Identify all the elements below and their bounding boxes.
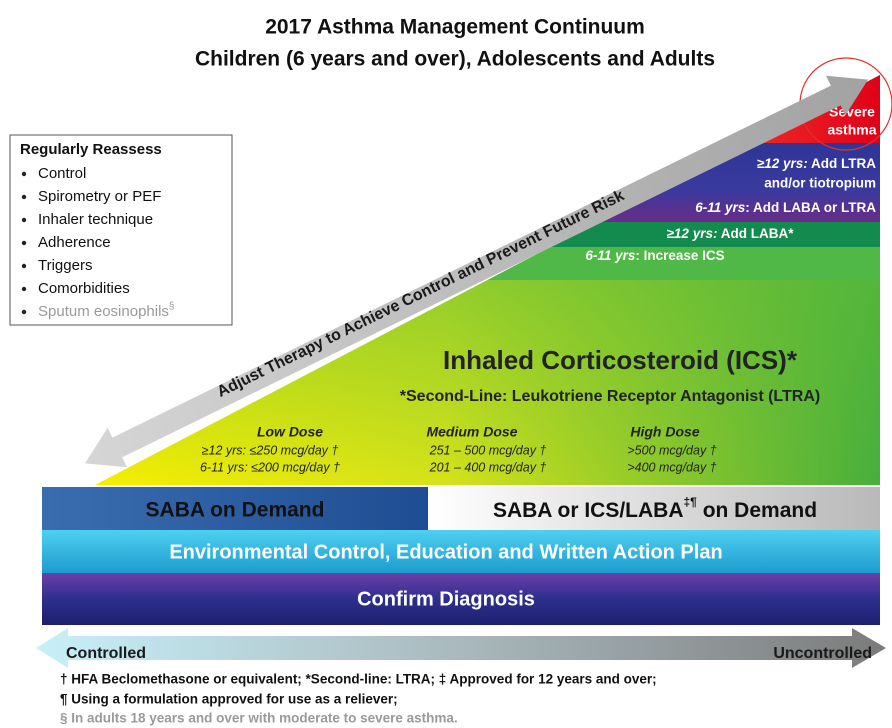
reassess-item: Adherence bbox=[38, 234, 111, 251]
dose-table: Low Dose ≥12 yrs: ≤250 mcg/day † 6-11 yrs:… bbox=[200, 424, 717, 475]
bullet bbox=[21, 309, 27, 315]
reassess-item: Sputum eosinophils§ bbox=[38, 301, 174, 320]
label-text: SABA or ICS/LABA bbox=[493, 499, 684, 522]
bullet bbox=[21, 286, 27, 292]
step-text: ≥12 yrs: Add LABA* bbox=[667, 226, 795, 241]
step-text: 6-11 yrs: Increase ICS bbox=[585, 248, 724, 263]
control-right: Uncontrolled bbox=[773, 645, 872, 662]
footnote: ¶ Using a formulation approved for use a… bbox=[60, 692, 398, 707]
dose-line: >400 mcg/day † bbox=[627, 460, 716, 474]
title-line: Children (6 years and over), Adolescents… bbox=[195, 48, 715, 71]
control-arrow bbox=[36, 628, 886, 668]
reassess-item: Control bbox=[38, 165, 86, 182]
footnote-mark: § bbox=[169, 301, 175, 312]
dose-heading: High Dose bbox=[630, 424, 699, 440]
step-action: : Increase ICS bbox=[635, 248, 724, 263]
control-left: Controlled bbox=[66, 645, 146, 662]
step-band bbox=[487, 247, 880, 280]
arrow-shape bbox=[84, 75, 869, 468]
step-band bbox=[550, 222, 880, 247]
step-text: and/or tiotropium bbox=[764, 176, 876, 191]
environment-label: Environmental Control, Education and Wri… bbox=[169, 541, 722, 563]
step-action: : Add LABA or LTRA bbox=[745, 200, 876, 215]
step-action: Add LTRA bbox=[808, 156, 876, 171]
footnote: † HFA Beclomethasone or equivalent; *Sec… bbox=[60, 672, 657, 687]
reassess-box: Regularly Reassess Control Spirometry or … bbox=[9, 134, 233, 326]
step-text: 6-11 yrs: Add LABA or LTRA bbox=[695, 200, 876, 215]
reassess-list: Control Spirometry or PEF Inhaler techniqu… bbox=[21, 165, 174, 320]
dose-line: >500 mcg/day † bbox=[627, 443, 716, 457]
dose-line: 6-11 yrs: ≤200 mcg/day † bbox=[200, 460, 340, 474]
bullet bbox=[21, 217, 27, 223]
environment-bar bbox=[42, 530, 880, 573]
saba-left-label: SABA on Demand bbox=[146, 499, 325, 522]
footnote-mark: ‡¶ bbox=[684, 495, 698, 509]
step-band bbox=[598, 143, 880, 222]
age-group: 6-11 yrs bbox=[585, 248, 636, 263]
bullet bbox=[21, 194, 27, 200]
bullet bbox=[21, 240, 27, 246]
dose-heading: Medium Dose bbox=[426, 424, 517, 440]
reassess-heading: Regularly Reassess bbox=[20, 141, 162, 158]
footnote: § In adults 18 years and over with moder… bbox=[60, 711, 458, 726]
ics-subtitle: *Second-Line: Leukotriene Receptor Antag… bbox=[400, 388, 820, 405]
title-line: 2017 Asthma Management Continuum bbox=[265, 16, 645, 39]
ics-shade bbox=[95, 280, 880, 485]
bullet bbox=[21, 263, 27, 269]
reassess-item: Triggers bbox=[38, 257, 92, 274]
dose-line: 251 – 500 mcg/day † bbox=[429, 443, 547, 457]
dose-heading: Low Dose bbox=[257, 424, 323, 440]
diagnosis-label: Confirm Diagnosis bbox=[357, 588, 535, 610]
severe-label: asthma bbox=[827, 122, 876, 138]
step-action: Add LABA* bbox=[717, 226, 794, 241]
label-text: on Demand bbox=[697, 499, 817, 522]
diagnosis-bar bbox=[42, 573, 880, 625]
reassess-item: Inhaler technique bbox=[38, 211, 153, 228]
bullet bbox=[21, 171, 27, 177]
severe-label: Severe bbox=[829, 104, 875, 120]
dose-line: ≥12 yrs: ≤250 mcg/day † bbox=[202, 443, 339, 457]
reassess-frame bbox=[9, 134, 233, 326]
age-group: ≥12 yrs: bbox=[667, 226, 718, 241]
reassess-item: Comorbidities bbox=[38, 280, 130, 297]
reassess-item: Spirometry or PEF bbox=[38, 188, 161, 205]
step-text: ≥12 yrs: Add LTRA bbox=[757, 156, 876, 171]
dose-line: 201 – 400 mcg/day † bbox=[429, 460, 547, 474]
age-group: 6-11 yrs bbox=[695, 200, 746, 215]
item-text: Sputum eosinophils bbox=[38, 303, 169, 320]
saba-left-bar bbox=[42, 487, 428, 530]
ics-title: Inhaled Corticosteroid (ICS)* bbox=[443, 345, 798, 375]
age-group: ≥12 yrs: bbox=[757, 156, 808, 171]
saba-right-bar bbox=[428, 487, 880, 530]
saba-right-label: SABA or ICS/LABA‡¶ on Demand bbox=[493, 495, 817, 521]
